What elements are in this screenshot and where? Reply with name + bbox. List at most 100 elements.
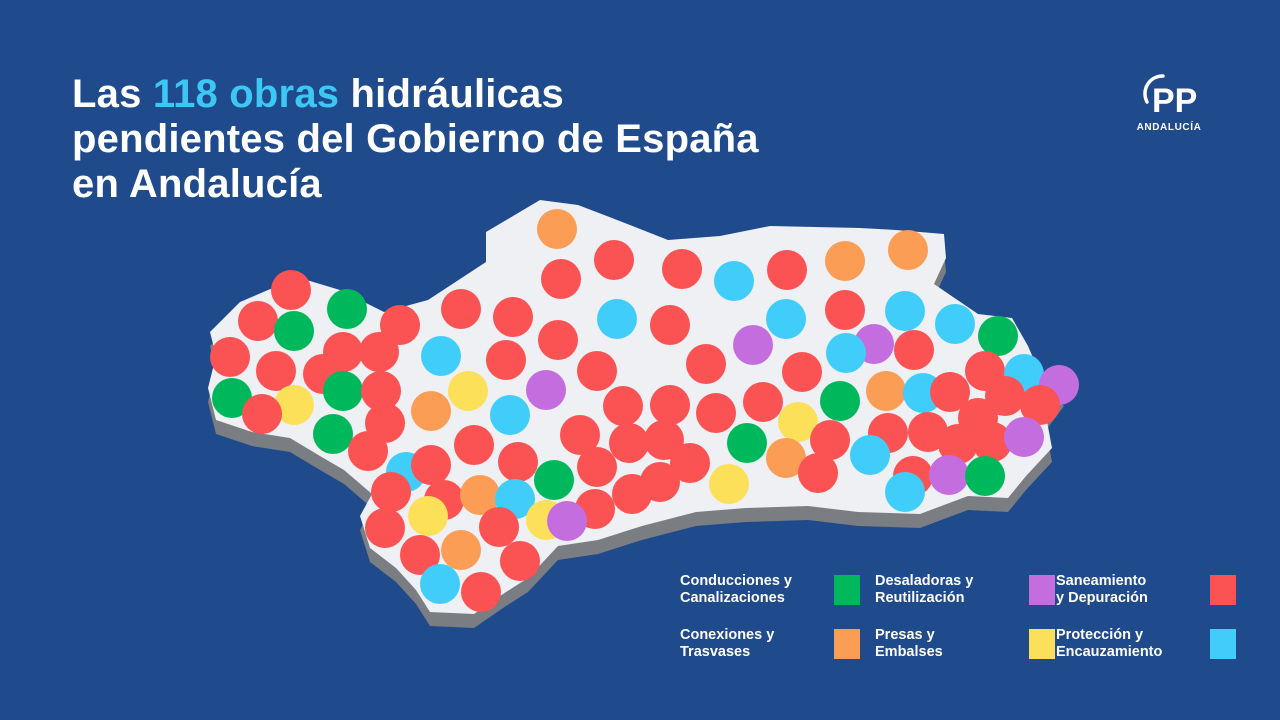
title-line-2: pendientes del Gobierno de España — [72, 117, 759, 161]
legend-swatch-orange — [834, 629, 860, 659]
marker-red — [577, 447, 617, 487]
marker-red — [985, 376, 1025, 416]
marker-blue — [826, 333, 866, 373]
marker-orange — [888, 230, 928, 270]
legend-item-proteccion: Protección y Encauzamiento — [1056, 622, 1236, 666]
marker-purple — [929, 455, 969, 495]
marker-orange — [537, 209, 577, 249]
marker-red — [486, 340, 526, 380]
title-line-3: en Andalucía — [72, 162, 322, 206]
marker-purple — [547, 501, 587, 541]
marker-red — [603, 386, 643, 426]
marker-purple — [733, 325, 773, 365]
marker-yellow — [408, 496, 448, 536]
marker-red — [242, 394, 282, 434]
marker-red — [359, 332, 399, 372]
marker-red — [612, 474, 652, 514]
marker-green — [274, 311, 314, 351]
legend-label: Protección y Encauzamiento — [1056, 627, 1163, 660]
marker-red — [361, 371, 401, 411]
marker-red — [560, 415, 600, 455]
marker-blue — [490, 395, 530, 435]
marker-blue — [766, 299, 806, 339]
marker-red — [825, 290, 865, 330]
legend-label: Saneamiento y Depuración — [1056, 573, 1148, 606]
legend-item-saneamiento: Saneamiento y Depuración — [1056, 568, 1236, 612]
marker-green — [820, 381, 860, 421]
marker-yellow — [778, 402, 818, 442]
marker-red — [538, 320, 578, 360]
marker-red — [594, 240, 634, 280]
marker-red — [938, 424, 978, 464]
marker-red — [670, 443, 710, 483]
marker-green — [313, 414, 353, 454]
marker-red — [238, 301, 278, 341]
legend-item-presas: Presas y Embalses — [875, 622, 1055, 666]
marker-blue — [420, 564, 460, 604]
marker-red — [782, 352, 822, 392]
marker-blue — [885, 291, 925, 331]
marker-red — [371, 472, 411, 512]
marker-red — [348, 431, 388, 471]
marker-red — [454, 425, 494, 465]
marker-red — [650, 305, 690, 345]
legend-swatch-purple — [1029, 575, 1055, 605]
logo-mark: PP — [1152, 82, 1197, 120]
marker-red — [493, 297, 533, 337]
legend-label: Conducciones y Canalizaciones — [680, 573, 792, 606]
marker-green — [727, 423, 767, 463]
page-title: Las 118 obras hidráulicas pendientes del … — [72, 72, 872, 207]
marker-red — [696, 393, 736, 433]
marker-orange — [866, 371, 906, 411]
marker-orange — [411, 391, 451, 431]
marker-blue — [935, 304, 975, 344]
marker-red — [577, 351, 617, 391]
legend-label: Conexiones y Trasvases — [680, 627, 775, 660]
marker-green — [978, 316, 1018, 356]
marker-red — [686, 344, 726, 384]
marker-orange — [766, 438, 806, 478]
marker-red — [271, 270, 311, 310]
marker-blue — [597, 299, 637, 339]
marker-blue — [885, 472, 925, 512]
marker-purple — [1004, 417, 1044, 457]
marker-red — [662, 249, 702, 289]
marker-green — [323, 371, 363, 411]
marker-red — [256, 351, 296, 391]
legend-item-conducciones: Conducciones y Canalizaciones — [680, 568, 860, 612]
marker-yellow — [274, 385, 314, 425]
legend: Conducciones y Canalizaciones Desaladora… — [680, 568, 1236, 668]
marker-green — [212, 378, 252, 418]
legend-item-conexiones: Conexiones y Trasvases — [680, 622, 860, 666]
legend-item-desaladoras: Desaladoras y Reutilización — [875, 568, 1055, 612]
legend-swatch-red — [1210, 575, 1236, 605]
marker-red — [930, 372, 970, 412]
marker-blue — [714, 261, 754, 301]
marker-red — [650, 385, 690, 425]
marker-red — [972, 422, 1012, 462]
marker-red — [441, 289, 481, 329]
legend-label: Desaladoras y Reutilización — [875, 573, 974, 606]
marker-orange — [441, 530, 481, 570]
marker-red — [644, 420, 684, 460]
title-highlight: 118 obras — [152, 72, 340, 116]
marker-orange — [825, 241, 865, 281]
marker-red — [743, 382, 783, 422]
marker-red — [210, 337, 250, 377]
marker-orange — [460, 475, 500, 515]
marker-red — [609, 423, 649, 463]
marker-red — [541, 259, 581, 299]
marker-yellow — [448, 371, 488, 411]
marker-red — [400, 535, 440, 575]
title-part-2: hidráulicas — [339, 72, 564, 116]
marker-red — [1020, 385, 1060, 425]
marker-red — [380, 305, 420, 345]
marker-green — [965, 456, 1005, 496]
title-part-1: Las — [72, 72, 153, 116]
legend-swatch-yellow — [1029, 629, 1055, 659]
marker-red — [894, 330, 934, 370]
marker-green — [327, 289, 367, 329]
legend-swatch-green — [834, 575, 860, 605]
logo-region: ANDALUCÍA — [1136, 122, 1202, 133]
